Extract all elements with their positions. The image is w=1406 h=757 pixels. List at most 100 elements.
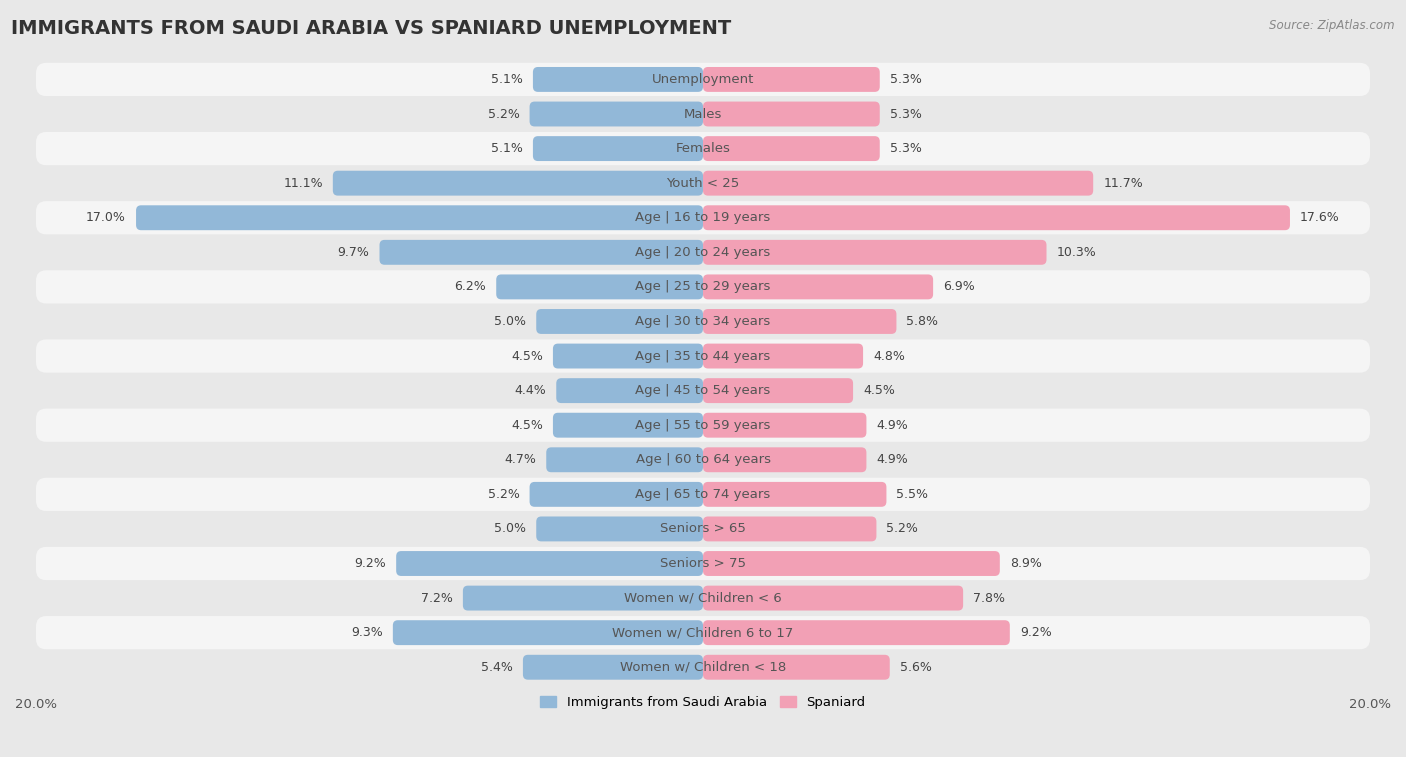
Text: 5.4%: 5.4% — [481, 661, 513, 674]
FancyBboxPatch shape — [396, 551, 703, 576]
Text: Unemployment: Unemployment — [652, 73, 754, 86]
Text: 5.1%: 5.1% — [491, 142, 523, 155]
Text: Age | 60 to 64 years: Age | 60 to 64 years — [636, 453, 770, 466]
Text: Age | 35 to 44 years: Age | 35 to 44 years — [636, 350, 770, 363]
Text: 11.7%: 11.7% — [1104, 176, 1143, 190]
FancyBboxPatch shape — [703, 101, 880, 126]
FancyBboxPatch shape — [703, 344, 863, 369]
FancyBboxPatch shape — [136, 205, 703, 230]
Text: 6.9%: 6.9% — [943, 280, 974, 294]
FancyBboxPatch shape — [37, 651, 1369, 684]
Text: 4.5%: 4.5% — [510, 350, 543, 363]
FancyBboxPatch shape — [37, 547, 1369, 580]
Text: 8.9%: 8.9% — [1010, 557, 1042, 570]
Text: Age | 30 to 34 years: Age | 30 to 34 years — [636, 315, 770, 328]
Text: 7.2%: 7.2% — [420, 591, 453, 605]
Text: 17.6%: 17.6% — [1301, 211, 1340, 224]
FancyBboxPatch shape — [37, 270, 1369, 304]
FancyBboxPatch shape — [553, 413, 703, 438]
Legend: Immigrants from Saudi Arabia, Spaniard: Immigrants from Saudi Arabia, Spaniard — [536, 690, 870, 714]
Text: 9.7%: 9.7% — [337, 246, 370, 259]
Text: Age | 65 to 74 years: Age | 65 to 74 years — [636, 488, 770, 501]
FancyBboxPatch shape — [37, 167, 1369, 200]
Text: Seniors > 65: Seniors > 65 — [659, 522, 747, 535]
FancyBboxPatch shape — [703, 482, 886, 506]
FancyBboxPatch shape — [37, 409, 1369, 442]
Text: Males: Males — [683, 107, 723, 120]
Text: Women w/ Children < 6: Women w/ Children < 6 — [624, 591, 782, 605]
FancyBboxPatch shape — [37, 581, 1369, 615]
FancyBboxPatch shape — [523, 655, 703, 680]
FancyBboxPatch shape — [37, 132, 1369, 165]
Text: 5.8%: 5.8% — [907, 315, 938, 328]
Text: Age | 25 to 29 years: Age | 25 to 29 years — [636, 280, 770, 294]
Text: 11.1%: 11.1% — [283, 176, 323, 190]
FancyBboxPatch shape — [703, 171, 1094, 195]
Text: Females: Females — [675, 142, 731, 155]
FancyBboxPatch shape — [553, 344, 703, 369]
Text: 5.3%: 5.3% — [890, 73, 922, 86]
Text: Source: ZipAtlas.com: Source: ZipAtlas.com — [1270, 19, 1395, 32]
FancyBboxPatch shape — [37, 616, 1369, 650]
FancyBboxPatch shape — [37, 374, 1369, 407]
Text: 17.0%: 17.0% — [86, 211, 127, 224]
Text: Women w/ Children < 18: Women w/ Children < 18 — [620, 661, 786, 674]
Text: 4.4%: 4.4% — [515, 384, 547, 397]
FancyBboxPatch shape — [463, 586, 703, 611]
Text: 4.5%: 4.5% — [510, 419, 543, 431]
Text: 5.5%: 5.5% — [897, 488, 928, 501]
Text: 5.2%: 5.2% — [488, 488, 520, 501]
FancyBboxPatch shape — [496, 275, 703, 299]
FancyBboxPatch shape — [530, 482, 703, 506]
Text: 5.2%: 5.2% — [488, 107, 520, 120]
FancyBboxPatch shape — [536, 516, 703, 541]
Text: 5.2%: 5.2% — [886, 522, 918, 535]
Text: Age | 45 to 54 years: Age | 45 to 54 years — [636, 384, 770, 397]
FancyBboxPatch shape — [703, 516, 876, 541]
FancyBboxPatch shape — [37, 201, 1369, 235]
FancyBboxPatch shape — [547, 447, 703, 472]
Text: Age | 55 to 59 years: Age | 55 to 59 years — [636, 419, 770, 431]
FancyBboxPatch shape — [703, 378, 853, 403]
FancyBboxPatch shape — [703, 67, 880, 92]
FancyBboxPatch shape — [703, 309, 897, 334]
Text: 5.6%: 5.6% — [900, 661, 932, 674]
Text: 7.8%: 7.8% — [973, 591, 1005, 605]
FancyBboxPatch shape — [703, 205, 1289, 230]
FancyBboxPatch shape — [37, 478, 1369, 511]
Text: 4.9%: 4.9% — [876, 453, 908, 466]
FancyBboxPatch shape — [380, 240, 703, 265]
FancyBboxPatch shape — [703, 275, 934, 299]
FancyBboxPatch shape — [333, 171, 703, 195]
FancyBboxPatch shape — [37, 63, 1369, 96]
FancyBboxPatch shape — [557, 378, 703, 403]
FancyBboxPatch shape — [703, 551, 1000, 576]
FancyBboxPatch shape — [392, 620, 703, 645]
Text: 9.2%: 9.2% — [354, 557, 387, 570]
FancyBboxPatch shape — [37, 305, 1369, 338]
Text: 4.7%: 4.7% — [505, 453, 536, 466]
Text: IMMIGRANTS FROM SAUDI ARABIA VS SPANIARD UNEMPLOYMENT: IMMIGRANTS FROM SAUDI ARABIA VS SPANIARD… — [11, 19, 731, 38]
Text: Youth < 25: Youth < 25 — [666, 176, 740, 190]
Text: 5.0%: 5.0% — [495, 522, 526, 535]
FancyBboxPatch shape — [37, 339, 1369, 372]
Text: 4.9%: 4.9% — [876, 419, 908, 431]
FancyBboxPatch shape — [37, 98, 1369, 131]
Text: 5.3%: 5.3% — [890, 142, 922, 155]
Text: Age | 16 to 19 years: Age | 16 to 19 years — [636, 211, 770, 224]
FancyBboxPatch shape — [703, 586, 963, 611]
FancyBboxPatch shape — [37, 443, 1369, 476]
FancyBboxPatch shape — [536, 309, 703, 334]
FancyBboxPatch shape — [703, 136, 880, 161]
FancyBboxPatch shape — [703, 655, 890, 680]
FancyBboxPatch shape — [703, 413, 866, 438]
Text: 5.0%: 5.0% — [495, 315, 526, 328]
FancyBboxPatch shape — [533, 67, 703, 92]
Text: 4.5%: 4.5% — [863, 384, 896, 397]
FancyBboxPatch shape — [703, 620, 1010, 645]
FancyBboxPatch shape — [37, 235, 1369, 269]
Text: 4.8%: 4.8% — [873, 350, 905, 363]
Text: 6.2%: 6.2% — [454, 280, 486, 294]
Text: Women w/ Children 6 to 17: Women w/ Children 6 to 17 — [613, 626, 793, 639]
FancyBboxPatch shape — [703, 240, 1046, 265]
